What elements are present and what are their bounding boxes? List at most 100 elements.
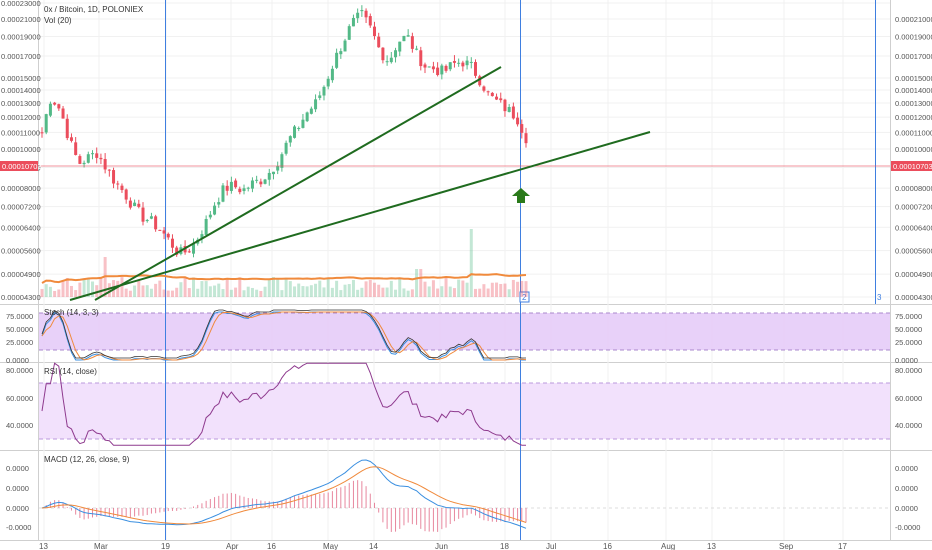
candle-body [133,202,137,206]
candle-body [65,118,69,139]
candle-body [490,92,494,97]
volume-bar [427,286,431,297]
candle-body [293,126,297,138]
vertical-markers[interactable] [165,0,876,540]
price-tick-label: 0.00013000 [1,99,41,108]
rsi-tick-label: 80.0000 [6,366,33,375]
rsi-tick-label: 80.0000 [895,366,922,375]
volume-bar [133,285,137,297]
volume-bar [305,286,309,297]
candle-body [356,12,360,19]
volume-bar [444,278,448,297]
candle-body [116,183,120,185]
volume-bar [57,289,61,297]
candle-body [524,133,528,144]
candle-body [516,117,520,125]
price-candles[interactable] [40,5,528,258]
volume-bar [179,282,183,297]
volume-bar [91,281,95,297]
candle-body [461,62,465,67]
time-tick-label: 16 [603,542,612,550]
volume-bar [40,288,44,297]
rsi-title[interactable]: RSI (14, close) [44,367,97,376]
candle-body [124,189,128,200]
volume-bar [473,288,477,297]
volume-title[interactable]: Vol (20) [44,16,72,25]
volume-bar [145,285,149,297]
candle-body [149,216,153,219]
volume-bar [389,280,393,297]
candle-body [225,185,229,191]
symbol-title[interactable]: 0x / Bitcoin, 1D, POLONIEX [44,5,144,14]
volume-bar [297,283,301,297]
volume-bar [61,280,65,297]
candle-body [448,62,452,70]
rsi-tick-label: 60.0000 [895,394,922,403]
candle-body [368,16,372,26]
candle-body [187,251,191,253]
volume-bar [154,283,158,297]
volume-bar [267,278,271,297]
volume-bar [192,277,196,297]
candle-body [192,242,196,254]
volume-bar [213,285,217,297]
volume-bar [326,278,330,297]
time-tick-label: 14 [369,542,378,550]
volume-bar [44,284,48,297]
price-tick-label: 0.00004900 [1,270,41,279]
price-tick-label: 0.00008000 [895,184,932,193]
rsi-tick-label: 60.0000 [6,394,33,403]
volume-bar [372,282,376,297]
volume-bar [246,286,250,297]
macd-title[interactable]: MACD (12, 26, close, 9) [44,455,130,464]
time-tick-label: Jul [546,542,556,550]
volume-bar [175,287,179,297]
candle-body [158,229,162,231]
candle-body [360,10,364,12]
candle-body [410,36,414,49]
price-tick-label: 0.00007200 [895,203,932,212]
volume-bar [141,285,145,297]
current-price-tag-right [891,161,932,171]
candle-body [242,188,246,192]
candle-body [107,169,111,171]
volume-bar [124,288,128,297]
price-tick-label: 0.00017000 [895,52,932,61]
volume-bar [48,286,52,297]
candle-body [200,234,204,239]
volume-bar [65,277,69,297]
volume-bar [343,284,347,297]
volume-bar [415,269,419,297]
volume-bar [221,289,225,297]
macd-line [41,459,527,529]
time-tick-label: 19 [161,542,170,550]
volume-bar [381,287,385,297]
volume-bar [520,280,524,297]
volume-bar [436,288,440,297]
candle-body [162,230,166,234]
price-tick-label: 0.00012000 [895,113,932,122]
volume-bar [335,280,339,297]
volume-bar [196,288,200,297]
time-tick-label: 16 [267,542,276,550]
price-tick-label: 0.00014000 [895,86,932,95]
candle-body [511,106,515,119]
price-tick-label: 0.00021000 [895,15,932,24]
price-tick-label: 0.00010000 [1,145,41,154]
stoch-d-line [41,311,527,361]
candle-body [301,119,305,128]
stoch-title[interactable]: Stoch (14, 3, 3) [44,308,99,317]
volume-bar [128,290,132,297]
price-tick-label: 0.00008000 [1,184,41,193]
candle-body [103,159,107,170]
volume-bar [516,281,520,297]
trendlines[interactable] [69,66,651,301]
candle-body [112,170,116,184]
candle-body [452,61,456,63]
candle-body [419,50,423,67]
volume-bar [322,287,326,297]
price-tick-label: 0.00021000 [1,15,41,24]
price-tick-label: 0.00004900 [895,270,932,279]
